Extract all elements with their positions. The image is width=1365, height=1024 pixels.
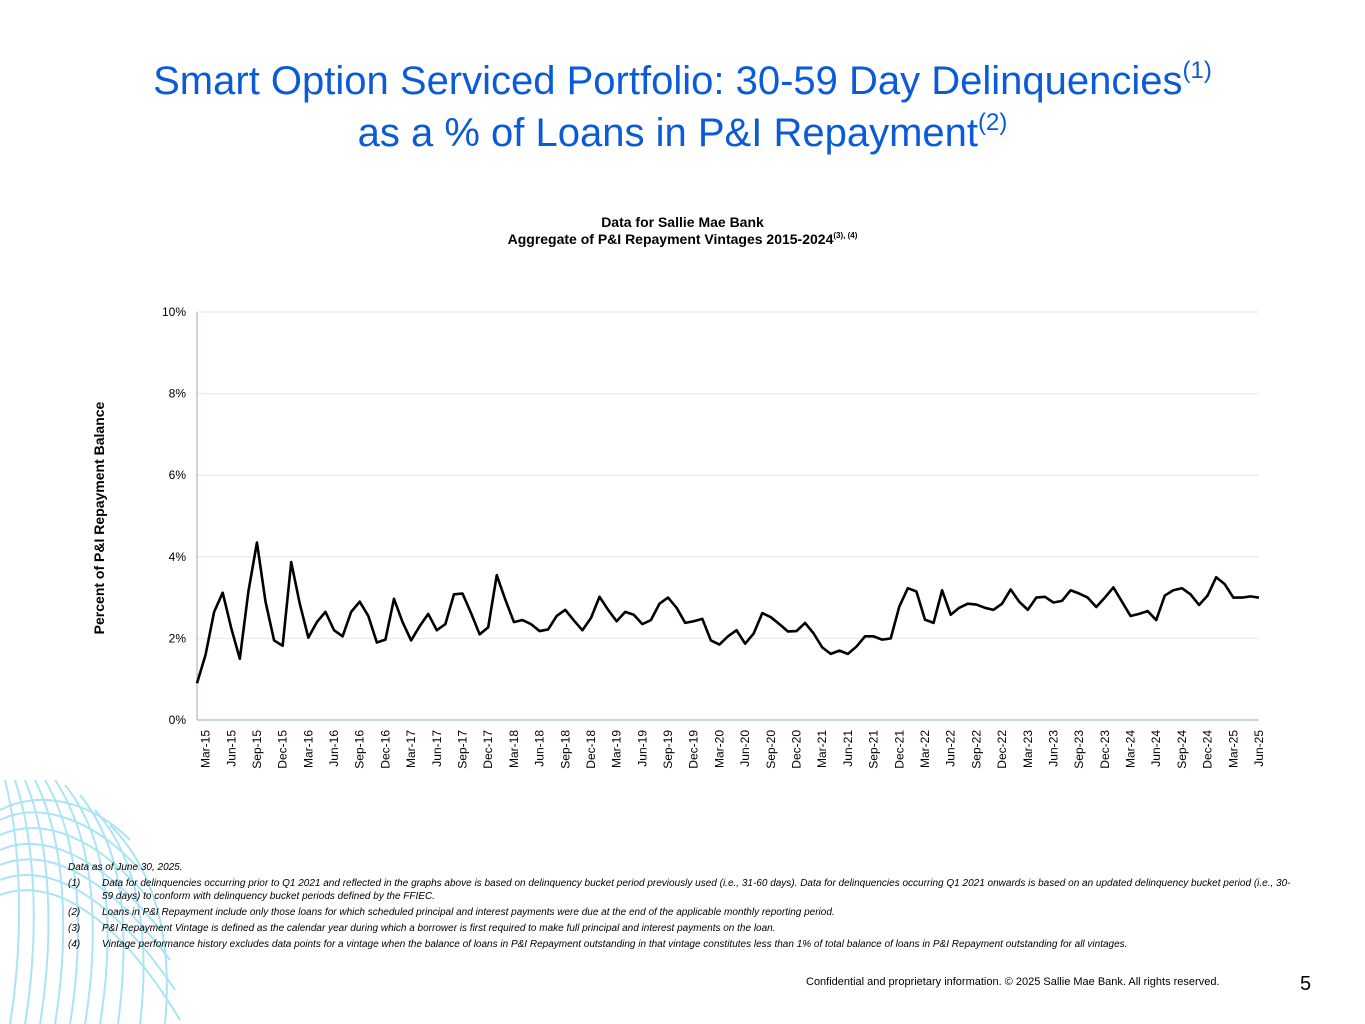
x-tick-label: Jun-20 [738,730,752,767]
footnotes: Data as of June 30, 2025. (1) Data for d… [68,861,1298,951]
decorative-wave-graphic [0,780,181,1024]
x-tick-label: Mar-22 [918,730,932,768]
x-tick-label: Jun-24 [1149,730,1163,767]
footnote-text: P&I Repayment Vintage is defined as the … [102,923,776,934]
x-tick-label: Jun-16 [327,730,341,767]
y-tick-label: 10% [162,305,186,319]
x-tick-label: Jun-17 [430,730,444,767]
title-footnote-2: (2) [978,109,1008,136]
x-tick-label: Dec-21 [892,730,906,769]
confidentiality-notice: Confidential and proprietary information… [806,976,1220,988]
y-tick-label: 4% [169,550,187,564]
x-tick-label: Dec-19 [687,730,701,769]
y-tick-label: 0% [169,713,187,727]
footnote-text: Data for delinquencies occurring prior t… [102,878,1291,902]
title-line-2: as a % of Loans in P&I Repayment [357,111,978,155]
x-tick-label: Sep-20 [764,730,778,769]
page-number: 5 [1300,973,1312,995]
chart-subtitle-footnote: (3), (4) [833,231,858,240]
footnote-2: (2) Loans in P&I Repayment include only … [68,906,1298,919]
x-tick-label: Sep-21 [867,730,881,769]
x-tick-label: Jun-15 [224,730,238,767]
x-tick-label: Sep-17 [456,730,470,769]
x-tick-label: Dec-17 [481,730,495,769]
x-tick-label: Mar-23 [1021,730,1035,768]
delinquency-line-chart: 0% 2% 4% 6% 8% 10% Mar-15 Jun-15 Sep-15 Dec-15 Mar… [162,305,1266,769]
footnote-number: (2) [68,907,81,918]
title-footnote-1: (1) [1182,57,1212,84]
x-tick-label: Jun-18 [533,730,547,767]
x-tick-label: Mar-24 [1124,730,1138,768]
data-as-of-note: Data as of June 30, 2025. [68,862,183,873]
x-tick-label: Sep-22 [969,730,983,769]
footnote-text: Vintage performance history excludes dat… [102,939,1128,950]
x-tick-label: Mar-21 [815,730,829,768]
chart-title-main: Data for Sallie Mae Bank [601,214,764,230]
x-tick-label: Sep-15 [250,730,264,769]
footnote-1: (1) Data for delinquencies occurring pri… [68,877,1298,903]
x-tick-label: Mar-20 [712,730,726,768]
x-tick-label: Jun-19 [635,730,649,767]
x-tick-label: Mar-25 [1226,730,1240,768]
x-tick-label: Sep-18 [558,730,572,769]
x-tick-label: Sep-23 [1072,730,1086,769]
series-line [195,541,1260,684]
x-tick-label: Dec-24 [1201,730,1215,769]
chart-subtitle: Aggregate of P&I Repayment Vintages 2015… [507,231,834,247]
y-axis-label: Percent of P&I Repayment Balance [91,401,107,635]
x-tick-label: Sep-24 [1175,730,1189,769]
x-tick-label: Dec-22 [995,730,1009,769]
title-line-1: Smart Option Serviced Portfolio: 30-59 D… [153,59,1183,103]
footnote-4: (4) Vintage performance history excludes… [68,938,1298,951]
x-tick-label: Mar-17 [404,730,418,768]
y-tick-label: 2% [169,631,187,645]
y-tick-label: 8% [169,387,187,401]
x-tick-label: Mar-15 [199,730,213,768]
x-tick-label: Mar-18 [507,730,521,768]
x-tick-label: Dec-15 [276,730,290,769]
x-tick-label: Jun-22 [944,730,958,767]
x-tick-label: Dec-20 [790,730,804,769]
chart-title: Data for Sallie Mae Bank Aggregate of P&… [0,214,1365,250]
page-title: Smart Option Serviced Portfolio: 30-59 D… [0,57,1365,162]
x-tick-label: Dec-23 [1098,730,1112,769]
x-tick-label: Sep-16 [353,730,367,769]
x-tick-label: Jun-25 [1252,730,1266,767]
x-tick-label: Jun-21 [841,730,855,767]
x-tick-label: Dec-16 [378,730,392,769]
x-tick-label: Jun-23 [1046,730,1060,767]
x-tick-label: Mar-19 [610,730,624,768]
footnote-text: Loans in P&I Repayment include only thos… [102,907,835,918]
y-tick-label: 6% [169,468,187,482]
footnote-number: (4) [68,939,81,950]
x-tick-label: Sep-19 [661,730,675,769]
footnote-3: (3) P&I Repayment Vintage is defined as … [68,922,1298,935]
x-tick-label: Mar-16 [301,730,315,768]
footnote-number: (1) [68,878,81,889]
footnote-number: (3) [68,923,81,934]
x-tick-label: Dec-18 [584,730,598,769]
